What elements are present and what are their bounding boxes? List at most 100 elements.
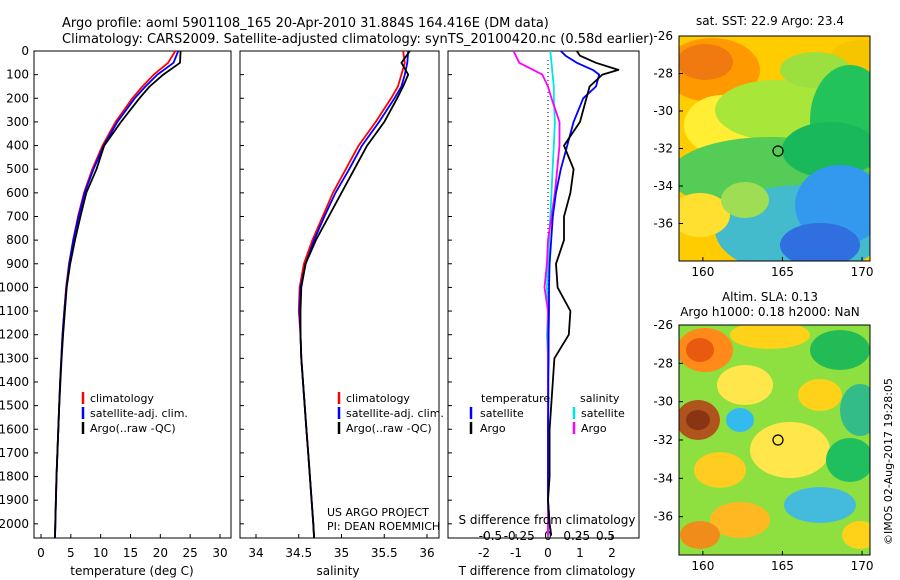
t-difference-axis-label: T difference from climatology (458, 564, 636, 578)
depth-tick-label: 500 (6, 162, 29, 176)
map-lat-label: -36 (653, 510, 673, 524)
map-lat-label: -28 (653, 356, 673, 370)
x-tick-label: 35.5 (371, 546, 398, 560)
series-line-argo (512, 50, 561, 536)
series-line-satellite-adj-clim- (298, 50, 410, 539)
map-lon-label: 165 (771, 265, 794, 279)
map-lat-label: -26 (653, 318, 673, 332)
sla-map-title-line2: Argo h1000: 0.18 h2000: NaN (680, 305, 860, 319)
t-difference-x-axis: -2 -1 0 1 2 (478, 534, 616, 560)
legend-title-salinity: salinity (580, 392, 620, 405)
x-tick-label: 2 (608, 546, 616, 560)
project-credit: US ARGO PROJECT (327, 506, 429, 519)
map-lon-label: 160 (691, 265, 714, 279)
temperature-x-axis: 0 5 10 15 20 25 30 (37, 534, 228, 560)
sst-map-title: sat. SST: 22.9 Argo: 23.4 (696, 14, 844, 28)
sla-map-title-line1: Altim. SLA: 0.13 (722, 290, 818, 304)
depth-tick-label: 800 (6, 233, 29, 247)
depth-tick-label: 1000 (0, 280, 29, 294)
legend-label: climatology (90, 392, 154, 405)
depth-tick-label: 0 (21, 44, 29, 58)
depth-tick-label: 400 (6, 139, 29, 153)
legend-label: satellite-adj. clim. (346, 407, 444, 420)
x-tick-label: 30 (212, 546, 227, 560)
map-lat-label: -34 (653, 471, 673, 485)
depth-tick-label: 700 (6, 209, 29, 223)
series-line-argo-raw-qc- (54, 50, 182, 539)
pi-credit: PI: DEAN ROEMMICH (327, 520, 440, 533)
legend-label: climatology (346, 392, 410, 405)
series-line-satellite-adj-clim- (54, 50, 180, 539)
salinity-panel-frame (239, 50, 440, 539)
legend-label: Argo (581, 422, 607, 435)
depth-tick-label: 1600 (0, 422, 29, 436)
imos-stamp: ©IMOS 02-Aug-2017 19:28:05 (882, 378, 895, 545)
s-difference-tick-label: 0 (544, 529, 552, 543)
temperature-legend: climatology satellite-adj. clim. Argo(..… (81, 392, 188, 435)
depth-tick-label: 1700 (0, 446, 29, 460)
s-difference-tick-label: 0.25 (563, 529, 590, 543)
map-lat-label: -34 (653, 179, 673, 193)
map-lat-label: -32 (653, 433, 673, 447)
s-difference-axis-label: S difference from climatology (459, 513, 636, 527)
temperature-panel-frame (33, 50, 232, 539)
depth-axis: 0 100 200 300 400 500 600 700 800 900 1000 1100 1200… (0, 44, 452, 531)
depth-tick-label: 1500 (0, 399, 29, 413)
depth-tick-label: 1200 (0, 328, 29, 342)
x-tick-label: 1 (576, 546, 584, 560)
s-difference-tick-label: -0.25 (504, 529, 535, 543)
x-tick-label: 34 (248, 546, 263, 560)
legend-label: satellite (581, 407, 625, 420)
map-lat-label: -32 (653, 142, 673, 156)
difference-series (512, 50, 620, 536)
depth-tick-label: 1400 (0, 375, 29, 389)
depth-tick-label: 1900 (0, 493, 29, 507)
sst-map (679, 36, 870, 261)
map-lon-label: 170 (851, 559, 874, 573)
legend-label: Argo(..raw -QC) (346, 422, 432, 435)
salinity-x-axis: 34 34.5 35 35.5 36 (248, 534, 435, 560)
map-lat-label: -28 (653, 67, 673, 81)
depth-tick-label: 1100 (0, 304, 29, 318)
depth-tick-label: 300 (6, 115, 29, 129)
map-axes: -26 -28 -30 -32 -34 -36 160 165 170 -26 -28 -30 -32 -… (653, 29, 873, 573)
x-tick-label: 34.5 (285, 546, 312, 560)
difference-panel-frame (447, 50, 640, 539)
depth-tick-label: 2000 (0, 517, 29, 531)
x-tick-label: -2 (478, 546, 490, 560)
legend-label: Argo (480, 422, 506, 435)
map-lon-label: 160 (691, 559, 714, 573)
x-tick-label: 36 (419, 546, 434, 560)
map-lat-label: -36 (653, 217, 673, 231)
x-tick-label: 20 (153, 546, 168, 560)
depth-tick-label: 1800 (0, 470, 29, 484)
temperature-series (54, 50, 182, 539)
map-lat-label: -30 (653, 395, 673, 409)
depth-tick-label: 900 (6, 257, 29, 271)
profile-location-marker (772, 145, 784, 157)
series-line-argo-raw-qc- (299, 50, 411, 539)
x-tick-label: 10 (93, 546, 108, 560)
series-line-satellite (547, 50, 601, 536)
difference-legend: temperature salinity satellite Argo sate… (469, 392, 625, 435)
depth-tick-label: 600 (6, 186, 29, 200)
x-tick-label: 5 (67, 546, 75, 560)
x-tick-label: 25 (183, 546, 198, 560)
depth-tick-label: 100 (6, 68, 29, 82)
series-line-climatology (297, 50, 406, 539)
s-difference-tick-label: -0.5 (479, 529, 502, 543)
salinity-axis-label: salinity (316, 564, 359, 578)
legend-label: satellite-adj. clim. (90, 407, 188, 420)
s-difference-axis: -0.5 -0.25 0 0.25 0.5 (479, 529, 615, 543)
legend-label: Argo(..raw -QC) (90, 422, 176, 435)
salinity-series (297, 50, 411, 539)
x-tick-label: 0 (37, 546, 45, 560)
s-difference-tick-label: 0.5 (596, 529, 615, 543)
depth-tick-label: 200 (6, 91, 29, 105)
sla-map (679, 325, 870, 555)
x-tick-label: 0 (544, 546, 552, 560)
map-lat-label: -26 (653, 29, 673, 43)
legend-title-temperature: temperature (481, 392, 550, 405)
map-lon-label: 165 (771, 559, 794, 573)
